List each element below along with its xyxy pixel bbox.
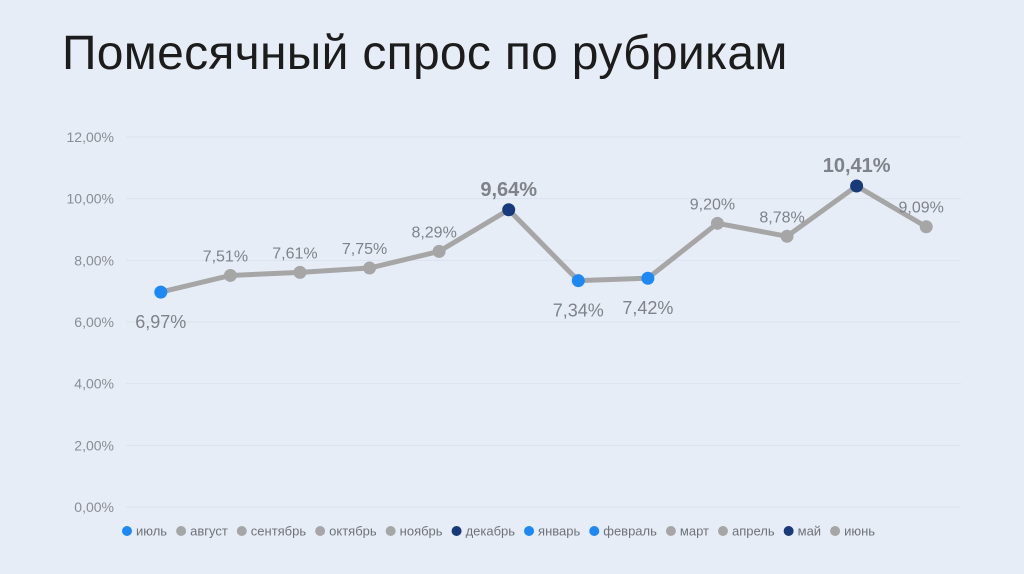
data-point-октябрь (363, 261, 377, 275)
data-point-декабрь (502, 203, 516, 217)
legend-marker-ноябрь (385, 526, 396, 536)
y-tick-label: 0,00% (74, 499, 114, 515)
y-tick-label: 4,00% (74, 376, 114, 392)
legend-label-декабрь: декабрь (466, 524, 516, 539)
data-label-декабрь: 9,64% (480, 179, 537, 201)
legend-marker-январь (524, 526, 535, 536)
data-point-июль (154, 285, 168, 299)
data-point-апрель (780, 229, 794, 243)
legend-label-сентябрь: сентябрь (251, 524, 307, 539)
legend-marker-май (783, 526, 794, 536)
data-label-октябрь: 7,75% (342, 241, 387, 258)
legend-label-март: март (680, 524, 709, 539)
legend-label-октябрь: октябрь (329, 524, 377, 539)
data-label-ноябрь: 8,29% (411, 224, 456, 241)
legend-label-май: май (798, 524, 821, 539)
data-point-ноябрь (432, 244, 446, 258)
legend-label-февраль: февраль (603, 524, 657, 539)
legend-marker-октябрь (315, 526, 326, 536)
y-tick-label: 12,00% (67, 129, 114, 145)
data-label-май: 10,41% (823, 155, 891, 177)
data-point-июнь (919, 220, 933, 234)
data-point-сентябрь (293, 265, 307, 279)
data-label-февраль: 7,42% (622, 298, 673, 318)
y-tick-label: 8,00% (74, 252, 114, 268)
legend-marker-июль (122, 526, 132, 536)
data-label-август: 7,51% (203, 248, 248, 265)
data-point-январь (571, 274, 585, 288)
legend-label-август: август (190, 524, 228, 539)
legend-marker-сентябрь (236, 526, 247, 536)
data-point-май (850, 179, 864, 193)
series-line (160, 183, 928, 295)
data-label-январь: 7,34% (553, 301, 604, 321)
data-label-март: 9,20% (690, 196, 735, 213)
legend-label-январь: январь (538, 524, 580, 539)
legend-marker-июнь (830, 526, 841, 536)
legend-label-ноябрь: ноябрь (400, 524, 443, 539)
legend-marker-апрель (717, 526, 728, 536)
page-title: Помесячный спрос по рубрикам (62, 27, 788, 80)
y-tick-label: 6,00% (74, 314, 114, 330)
y-tick-label: 2,00% (74, 437, 114, 453)
y-tick-label: 10,00% (67, 191, 114, 207)
data-label-июль: 6,97% (135, 312, 186, 332)
data-label-апрель: 8,78% (759, 209, 804, 226)
legend-label-июнь: июнь (844, 524, 875, 539)
legend-label-июль: июль (136, 524, 167, 539)
data-label-сентябрь: 7,61% (272, 245, 317, 262)
data-point-март (710, 216, 724, 230)
legend-marker-март (665, 526, 676, 536)
data-label-июнь: 9,09% (899, 200, 944, 217)
legend-marker-август (176, 526, 187, 536)
legend-marker-февраль (589, 526, 600, 536)
legend-marker-декабрь (451, 526, 462, 536)
data-point-февраль (641, 271, 655, 285)
legend-label-апрель: апрель (732, 524, 775, 539)
data-point-август (223, 268, 237, 282)
